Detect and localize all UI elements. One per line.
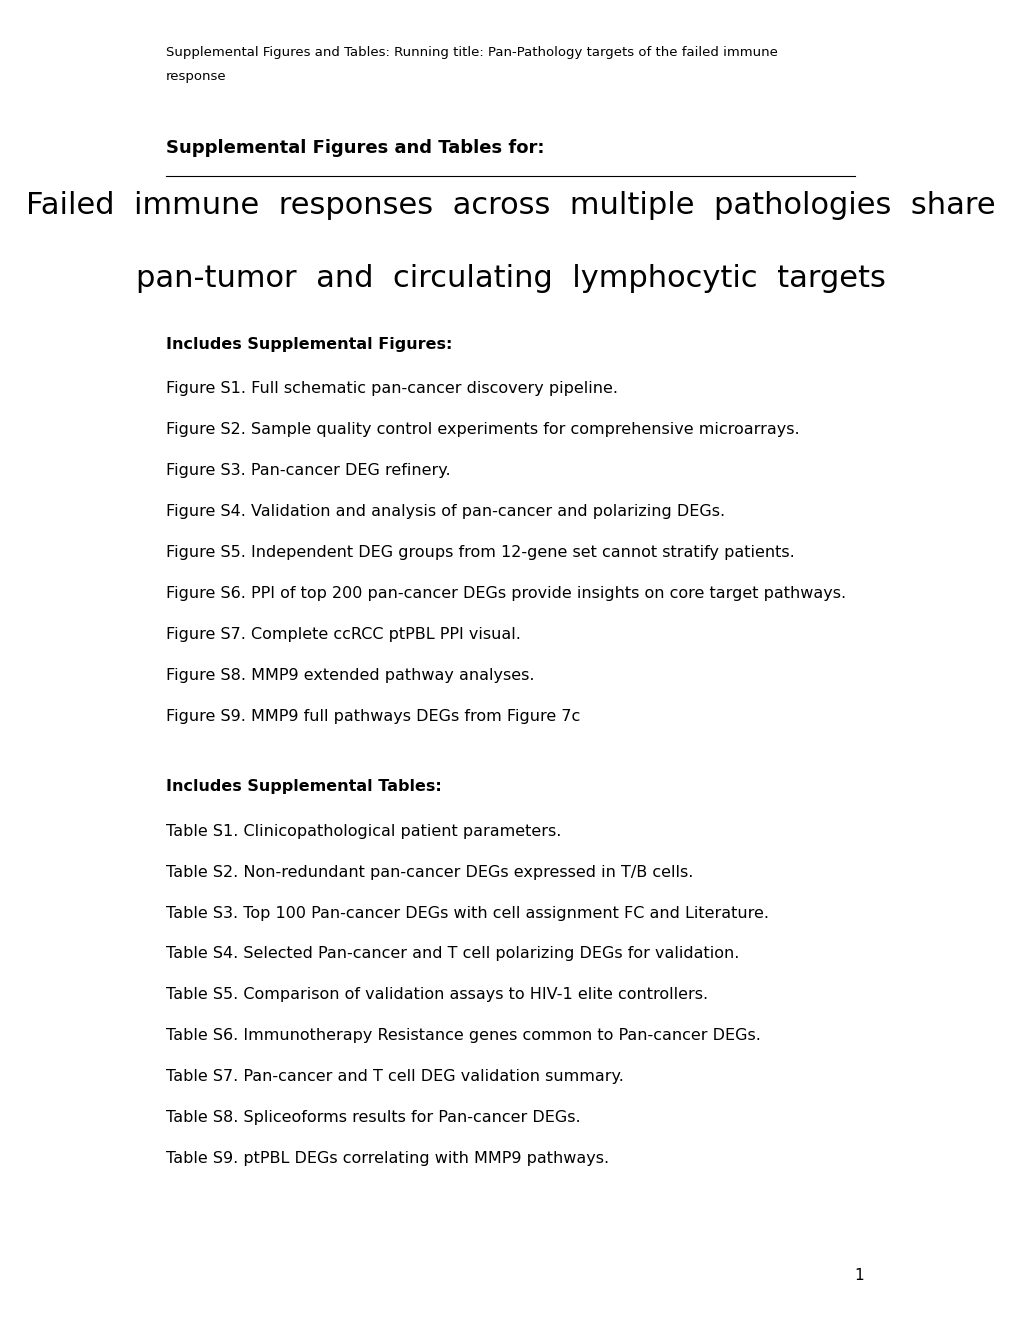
Text: Includes Supplemental Tables:: Includes Supplemental Tables: xyxy=(165,779,441,793)
Text: Supplemental Figures and Tables for:: Supplemental Figures and Tables for: xyxy=(165,139,544,157)
Text: Figure S5. Independent DEG groups from 12-gene set cannot stratify patients.: Figure S5. Independent DEG groups from 1… xyxy=(165,545,794,560)
Text: response: response xyxy=(165,70,226,83)
Text: 1: 1 xyxy=(853,1269,863,1283)
Text: Table S9. ptPBL DEGs correlating with MMP9 pathways.: Table S9. ptPBL DEGs correlating with MM… xyxy=(165,1151,608,1166)
Text: Table S7. Pan-cancer and T cell DEG validation summary.: Table S7. Pan-cancer and T cell DEG vali… xyxy=(165,1069,623,1084)
Text: Table S1. Clinicopathological patient parameters.: Table S1. Clinicopathological patient pa… xyxy=(165,824,560,838)
Text: Figure S2. Sample quality control experiments for comprehensive microarrays.: Figure S2. Sample quality control experi… xyxy=(165,422,799,437)
Text: Table S4. Selected Pan-cancer and T cell polarizing DEGs for validation.: Table S4. Selected Pan-cancer and T cell… xyxy=(165,946,739,961)
Text: Figure S4. Validation and analysis of pan-cancer and polarizing DEGs.: Figure S4. Validation and analysis of pa… xyxy=(165,504,725,519)
Text: Table S5. Comparison of validation assays to HIV-1 elite controllers.: Table S5. Comparison of validation assay… xyxy=(165,987,707,1002)
Text: Failed  immune  responses  across  multiple  pathologies  share: Failed immune responses across multiple … xyxy=(25,191,995,220)
Text: Figure S1. Full schematic pan-cancer discovery pipeline.: Figure S1. Full schematic pan-cancer dis… xyxy=(165,381,618,396)
Text: Table S2. Non-redundant pan-cancer DEGs expressed in T/B cells.: Table S2. Non-redundant pan-cancer DEGs … xyxy=(165,865,693,879)
Text: Figure S3. Pan-cancer DEG refinery.: Figure S3. Pan-cancer DEG refinery. xyxy=(165,463,450,478)
Text: Table S6. Immunotherapy Resistance genes common to Pan-cancer DEGs.: Table S6. Immunotherapy Resistance genes… xyxy=(165,1028,760,1043)
Text: Figure S7. Complete ccRCC ptPBL PPI visual.: Figure S7. Complete ccRCC ptPBL PPI visu… xyxy=(165,627,520,642)
Text: Figure S8. MMP9 extended pathway analyses.: Figure S8. MMP9 extended pathway analyse… xyxy=(165,668,534,682)
Text: Table S3. Top 100 Pan-cancer DEGs with cell assignment FC and Literature.: Table S3. Top 100 Pan-cancer DEGs with c… xyxy=(165,906,768,920)
Text: Figure S9. MMP9 full pathways DEGs from Figure 7c: Figure S9. MMP9 full pathways DEGs from … xyxy=(165,709,580,723)
Text: pan-tumor  and  circulating  lymphocytic  targets: pan-tumor and circulating lymphocytic ta… xyxy=(136,264,884,293)
Text: Table S8. Spliceoforms results for Pan-cancer DEGs.: Table S8. Spliceoforms results for Pan-c… xyxy=(165,1110,580,1125)
Text: Figure S6. PPI of top 200 pan-cancer DEGs provide insights on core target pathwa: Figure S6. PPI of top 200 pan-cancer DEG… xyxy=(165,586,845,601)
Text: Includes Supplemental Figures:: Includes Supplemental Figures: xyxy=(165,337,451,351)
Text: Supplemental Figures and Tables: Running title: Pan-Pathology targets of the fai: Supplemental Figures and Tables: Running… xyxy=(165,46,776,59)
